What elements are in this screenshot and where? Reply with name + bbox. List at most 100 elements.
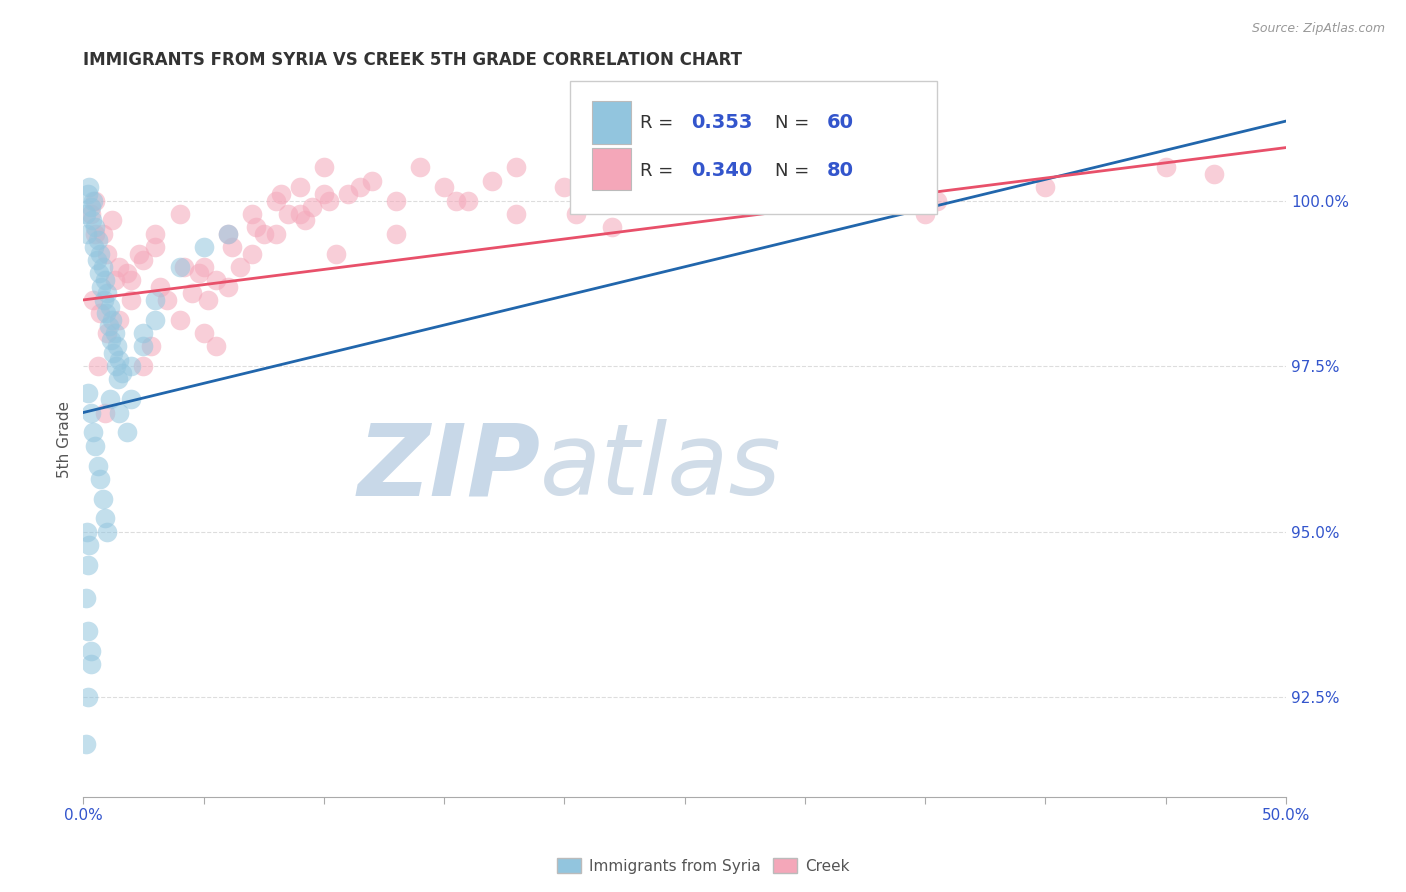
Point — [96, 524, 118, 539]
Point — [86, 253, 108, 268]
Point — [111, 366, 134, 380]
Point — [132, 253, 155, 268]
Point — [76, 227, 98, 241]
Point — [94, 405, 117, 419]
Point — [79, 657, 101, 672]
Point — [139, 339, 162, 353]
Point — [103, 273, 125, 287]
Point — [145, 227, 167, 241]
Point — [101, 313, 124, 327]
Text: IMMIGRANTS FROM SYRIA VS CREEK 5TH GRADE CORRELATION CHART: IMMIGRANTS FROM SYRIA VS CREEK 5TH GRADE… — [83, 51, 742, 69]
Point — [156, 293, 179, 307]
Point — [180, 286, 202, 301]
Point — [108, 405, 131, 419]
Point — [82, 293, 104, 307]
Point — [80, 213, 103, 227]
Point — [108, 313, 131, 327]
Point — [409, 161, 432, 175]
Point — [75, 591, 97, 605]
Point — [104, 359, 127, 373]
Point — [240, 207, 263, 221]
Point — [288, 207, 311, 221]
Text: ZIP: ZIP — [357, 419, 540, 516]
Point — [103, 326, 125, 340]
Point — [132, 359, 155, 373]
Point — [120, 293, 142, 307]
Point — [115, 267, 138, 281]
Point — [145, 240, 167, 254]
Point — [76, 524, 98, 539]
Point — [253, 227, 276, 241]
Point — [336, 186, 359, 201]
Point — [294, 213, 316, 227]
Text: atlas: atlas — [540, 419, 782, 516]
Point — [96, 286, 118, 301]
Point — [433, 180, 456, 194]
Point — [270, 186, 292, 201]
Point — [84, 439, 107, 453]
Point — [79, 644, 101, 658]
Point — [77, 690, 100, 705]
Point — [204, 273, 226, 287]
Point — [108, 352, 131, 367]
Point — [77, 558, 100, 572]
Point — [77, 624, 100, 638]
Point — [100, 333, 122, 347]
Point — [217, 279, 239, 293]
Legend: Immigrants from Syria, Creek: Immigrants from Syria, Creek — [551, 852, 855, 880]
Point — [312, 161, 335, 175]
Text: N =: N = — [775, 114, 815, 132]
Point — [105, 339, 128, 353]
Point — [82, 194, 104, 208]
Point — [1202, 167, 1225, 181]
Point — [602, 167, 624, 181]
Point — [927, 194, 949, 208]
Point — [84, 227, 107, 241]
Point — [87, 359, 110, 373]
Point — [264, 227, 287, 241]
Point — [132, 339, 155, 353]
Point — [793, 194, 815, 208]
Point — [91, 227, 114, 241]
Point — [94, 306, 117, 320]
Point — [145, 293, 167, 307]
Point — [75, 737, 97, 751]
Point — [457, 194, 479, 208]
Point — [685, 174, 707, 188]
Point — [87, 267, 110, 281]
Point — [240, 246, 263, 260]
Point — [325, 246, 347, 260]
Text: 60: 60 — [827, 113, 853, 132]
Point — [505, 161, 527, 175]
Point — [245, 220, 267, 235]
Point — [84, 220, 107, 235]
Point — [193, 326, 215, 340]
Point — [87, 458, 110, 473]
Point — [385, 194, 408, 208]
Point — [217, 227, 239, 241]
Point — [79, 180, 101, 194]
Point — [221, 240, 243, 254]
Point — [169, 207, 191, 221]
Text: R =: R = — [640, 161, 679, 180]
FancyBboxPatch shape — [592, 102, 630, 144]
Point — [84, 194, 107, 208]
Point — [264, 194, 287, 208]
Point — [914, 207, 936, 221]
Point — [128, 246, 150, 260]
Point — [91, 491, 114, 506]
Point — [115, 425, 138, 440]
Point — [75, 207, 97, 221]
Text: Source: ZipAtlas.com: Source: ZipAtlas.com — [1251, 22, 1385, 36]
Point — [228, 260, 250, 274]
Point — [361, 174, 384, 188]
Point — [120, 392, 142, 407]
Point — [79, 200, 101, 214]
Point — [602, 220, 624, 235]
Point — [96, 326, 118, 340]
Point — [318, 194, 340, 208]
Text: 0.353: 0.353 — [690, 113, 752, 132]
Point — [83, 240, 105, 254]
Point — [89, 472, 111, 486]
Point — [385, 227, 408, 241]
